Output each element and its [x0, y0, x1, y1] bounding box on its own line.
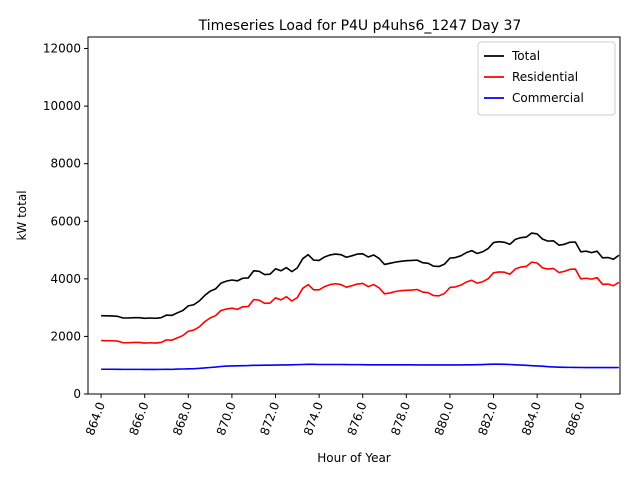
series-line-residential [101, 261, 620, 344]
y-tick-label: 12000 [43, 42, 81, 56]
x-tick-label: 880.0 [432, 400, 457, 437]
y-tick-label: 6000 [50, 214, 81, 228]
x-tick-label: 874.0 [301, 400, 326, 437]
x-axis: 864.0 866.0 868.0 870.0 872.0 874.0 876.0 878.0… [83, 394, 588, 437]
y-tick-label: 0 [73, 387, 81, 401]
x-tick-label: 876.0 [345, 400, 370, 437]
axes-frame [87, 36, 621, 395]
x-tick-label: 870.0 [214, 400, 239, 437]
legend-label-residential: Residential [512, 70, 578, 84]
y-axis-title: kW total [15, 190, 29, 240]
y-axis: 0 2000 4000 6000 8000 10000 12000 [43, 42, 88, 401]
x-axis-title: Hour of Year [317, 451, 391, 465]
legend-label-total: Total [511, 49, 540, 63]
legend-label-commercial: Commercial [512, 91, 584, 105]
plot-area [101, 232, 620, 371]
y-tick-label: 2000 [50, 329, 81, 343]
x-tick-label: 882.0 [475, 400, 500, 437]
x-tick-label: 878.0 [388, 400, 413, 437]
y-tick-label: 10000 [43, 99, 81, 113]
y-tick-label: 4000 [50, 272, 81, 286]
legend: Total Residential Commercial [477, 41, 616, 116]
series-line-commercial [101, 363, 619, 371]
x-tick-label: 884.0 [519, 400, 544, 437]
chart-title: Timeseries Load for P4U p4uhs6_1247 Day … [198, 18, 522, 34]
legend-box [477, 41, 616, 116]
x-tick-label: 872.0 [257, 400, 282, 437]
series-line-total [101, 232, 620, 320]
x-tick-label: 866.0 [127, 400, 152, 437]
series-group [101, 232, 620, 371]
x-tick-label: 868.0 [170, 400, 195, 437]
y-tick-label: 8000 [50, 157, 81, 171]
x-tick-label: 864.0 [83, 400, 108, 437]
x-tick-label: 886.0 [563, 400, 588, 437]
